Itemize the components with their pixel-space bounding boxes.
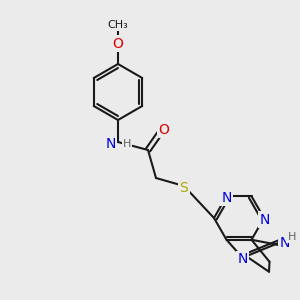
- Text: N: N: [221, 191, 232, 205]
- Text: O: O: [159, 122, 170, 136]
- Text: CH₃: CH₃: [108, 20, 128, 30]
- Text: S: S: [180, 181, 188, 194]
- Text: H: H: [123, 139, 131, 149]
- Text: O: O: [112, 37, 123, 50]
- Text: N: N: [260, 212, 270, 226]
- Text: N: N: [237, 252, 248, 266]
- Text: H: H: [287, 232, 296, 242]
- Text: N: N: [280, 236, 290, 250]
- Text: N: N: [106, 136, 116, 151]
